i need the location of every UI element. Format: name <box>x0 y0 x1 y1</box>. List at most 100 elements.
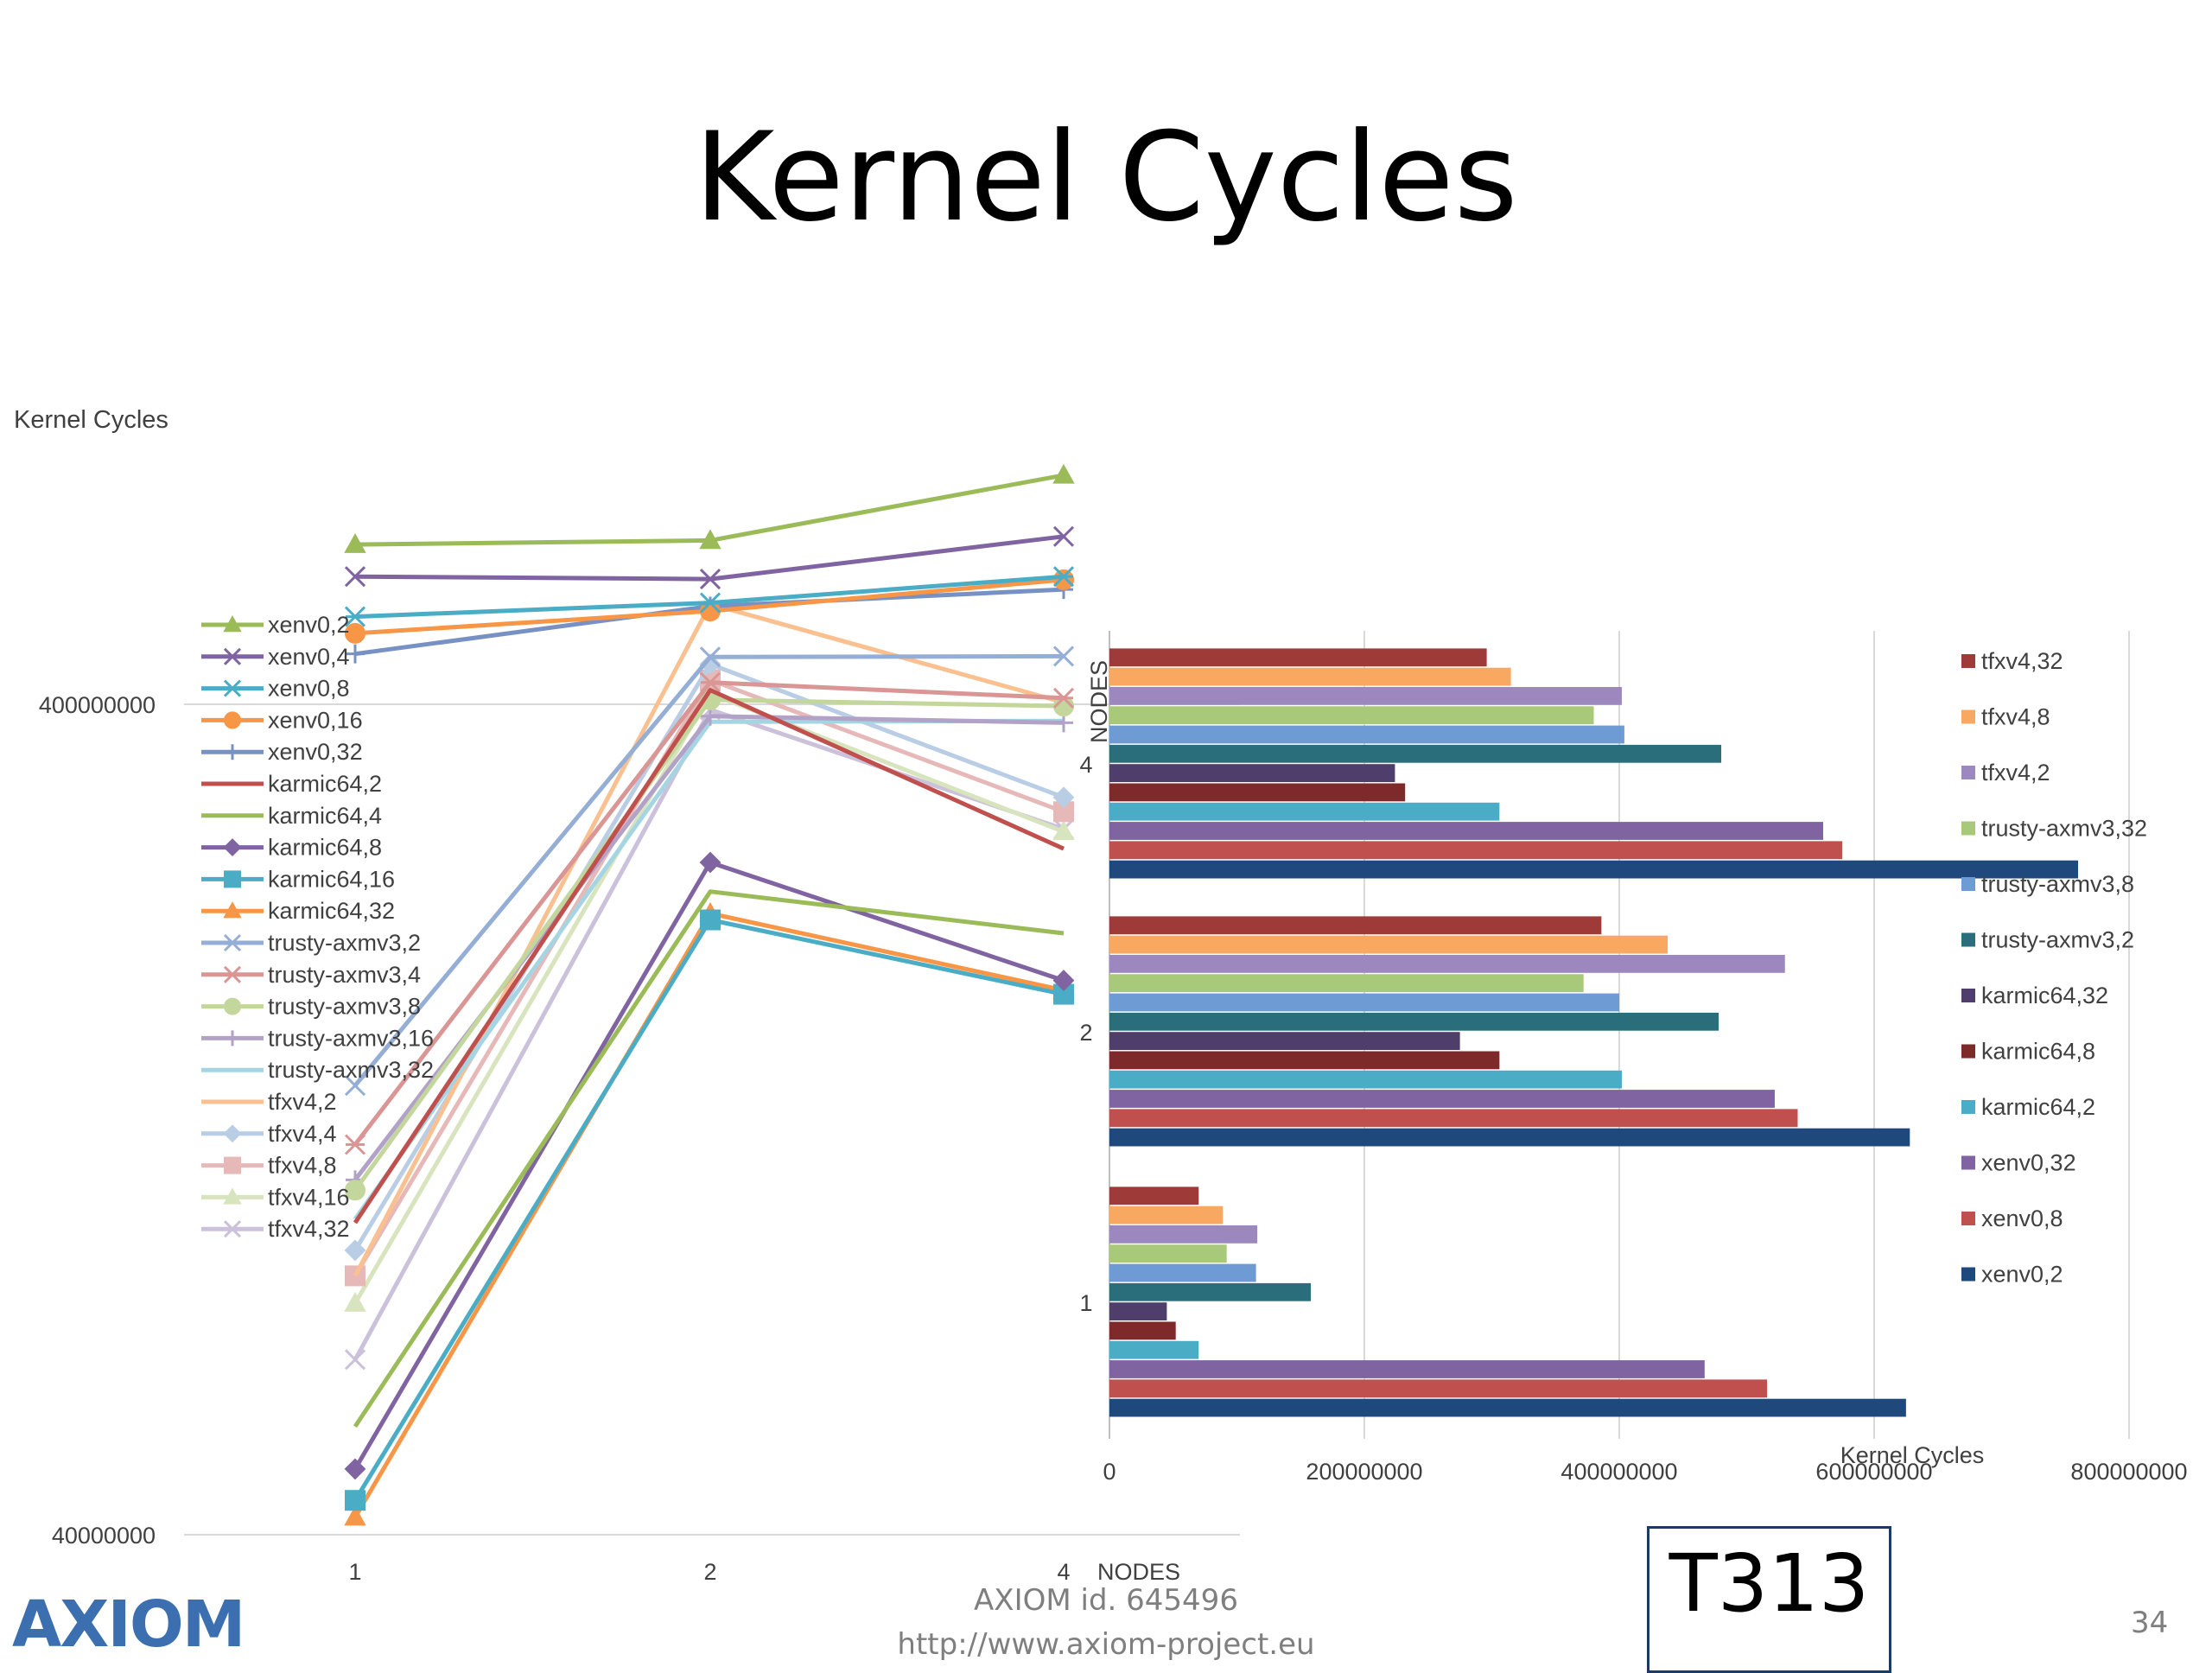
footer-url[interactable]: http://www.axiom-project.eu <box>897 1627 1315 1662</box>
line-point <box>223 901 242 919</box>
line-series <box>346 580 1073 664</box>
line-point <box>345 1490 365 1511</box>
line-series <box>344 682 1075 1312</box>
line-legend-label: karmic64,16 <box>268 866 395 892</box>
line-legend-label: xenv0,4 <box>268 644 350 670</box>
bar <box>1109 687 1622 705</box>
line-legend-label: xenv0,2 <box>268 612 350 638</box>
line-point <box>700 909 721 931</box>
line-series-path <box>353 889 1065 1428</box>
bar <box>1109 1379 1768 1398</box>
line-legend-label: karmic64,8 <box>268 835 382 861</box>
bar-y-axis-label: NODES <box>1086 660 1112 743</box>
line-point <box>223 933 242 952</box>
bar-legend-swatch <box>1961 877 1975 891</box>
bar-category-label: 4 <box>1079 752 1092 778</box>
line-legend-entry: trusty-axmv3,16 <box>201 1025 434 1051</box>
line-point <box>225 744 240 760</box>
line-point <box>1053 569 1074 590</box>
line-point <box>225 1030 240 1046</box>
line-legend-entry: xenv0,2 <box>201 612 350 638</box>
line-legend-entry: tfxv4,16 <box>201 1184 350 1210</box>
line-series <box>344 851 1075 1480</box>
bar-legend-entry: tfxv4,8 <box>1961 704 2050 730</box>
line-point <box>344 1292 366 1312</box>
line-series <box>344 699 1075 1371</box>
bar <box>1109 955 1785 973</box>
bar-legend-entry: trusty-axmv3,8 <box>1961 871 2134 897</box>
bar-legend-entry: karmic64,8 <box>1961 1039 2095 1065</box>
line-legend-label: tfxv4,8 <box>268 1153 337 1179</box>
line-legend-entry: tfxv4,8 <box>201 1153 337 1179</box>
line-legend-entry: karmic64,32 <box>201 898 395 924</box>
line-point <box>223 838 242 857</box>
bar-x-tick-label: 200000000 <box>1306 1459 1422 1485</box>
bar-legend-label: xenv0,8 <box>1981 1205 2063 1231</box>
axiom-logo-text: AXIOM <box>12 1590 244 1655</box>
line-point <box>345 1265 365 1287</box>
line-series <box>344 901 1075 1526</box>
line-point <box>699 529 721 550</box>
line-legend-entry: trusty-axmv3,4 <box>201 962 421 988</box>
line-legend-label: xenv0,32 <box>268 739 363 765</box>
line-point <box>699 569 721 590</box>
line-point <box>223 1187 242 1205</box>
bar <box>1109 725 1624 744</box>
bar-legend-swatch <box>1961 821 1975 836</box>
line-series <box>344 463 1075 553</box>
line-legend-label: tfxv4,16 <box>268 1184 350 1210</box>
line-legend-entry: trusty-axmv3,32 <box>201 1057 434 1083</box>
line-point <box>344 566 366 588</box>
line-legend-entry: tfxv4,32 <box>201 1216 350 1242</box>
bar <box>1109 706 1594 725</box>
bar <box>1109 841 1843 860</box>
line-legend-label: karmic64,2 <box>268 771 382 797</box>
line-series <box>353 688 1065 1225</box>
line-point <box>344 533 366 553</box>
line-legend-label: trusty-axmv3,8 <box>268 994 421 1020</box>
bar-legend-entry: tfxv4,32 <box>1961 648 2063 674</box>
line-legend-entry: xenv0,8 <box>201 676 350 702</box>
line-point <box>344 1505 366 1526</box>
bar-legend-entry: karmic64,2 <box>1961 1094 2095 1120</box>
bar <box>1109 667 1511 686</box>
line-point <box>699 671 721 693</box>
line-point <box>224 997 241 1015</box>
bar <box>1109 1302 1167 1320</box>
line-legend-label: xenv0,16 <box>268 707 363 733</box>
bar <box>1109 1321 1176 1340</box>
line-point <box>345 622 365 644</box>
bar-x-tick-label: 0 <box>1103 1459 1116 1485</box>
line-x-tick-label: 1 <box>348 1559 361 1585</box>
line-y-tick-label: 40000000 <box>52 1523 156 1549</box>
footer-project-id: AXIOM id. 645496 <box>974 1583 1238 1618</box>
bar <box>1109 822 1823 840</box>
line-legend-entry: xenv0,4 <box>201 644 350 670</box>
line-legend-label: tfxv4,2 <box>268 1089 337 1115</box>
line-point <box>1052 820 1075 841</box>
line-series <box>353 889 1065 1428</box>
line-legend-entry: xenv0,16 <box>201 707 363 733</box>
bar-legend-entry: xenv0,2 <box>1961 1262 2063 1288</box>
line-y-tick-label: 400000000 <box>39 692 156 718</box>
line-point <box>224 870 241 888</box>
bar <box>1109 1360 1705 1378</box>
line-point <box>1052 566 1075 588</box>
line-point <box>1052 646 1075 667</box>
bar <box>1109 1051 1500 1070</box>
bar <box>1109 744 1721 763</box>
bar-legend-label: tfxv4,8 <box>1981 704 2050 730</box>
bar <box>1109 1032 1460 1050</box>
line-series <box>344 566 1075 627</box>
line-legend-label: karmic64,4 <box>268 803 382 829</box>
line-point <box>699 646 721 668</box>
line-point <box>1052 786 1075 809</box>
line-point <box>1052 687 1075 709</box>
line-series <box>344 671 1075 1155</box>
line-legend-entry: karmic64,8 <box>201 835 382 861</box>
bar-legend-entry: tfxv4,2 <box>1961 760 2050 786</box>
line-point <box>223 614 242 633</box>
page-number: 34 <box>2131 1606 2169 1640</box>
bar <box>1109 1070 1622 1089</box>
line-point <box>345 1180 365 1201</box>
